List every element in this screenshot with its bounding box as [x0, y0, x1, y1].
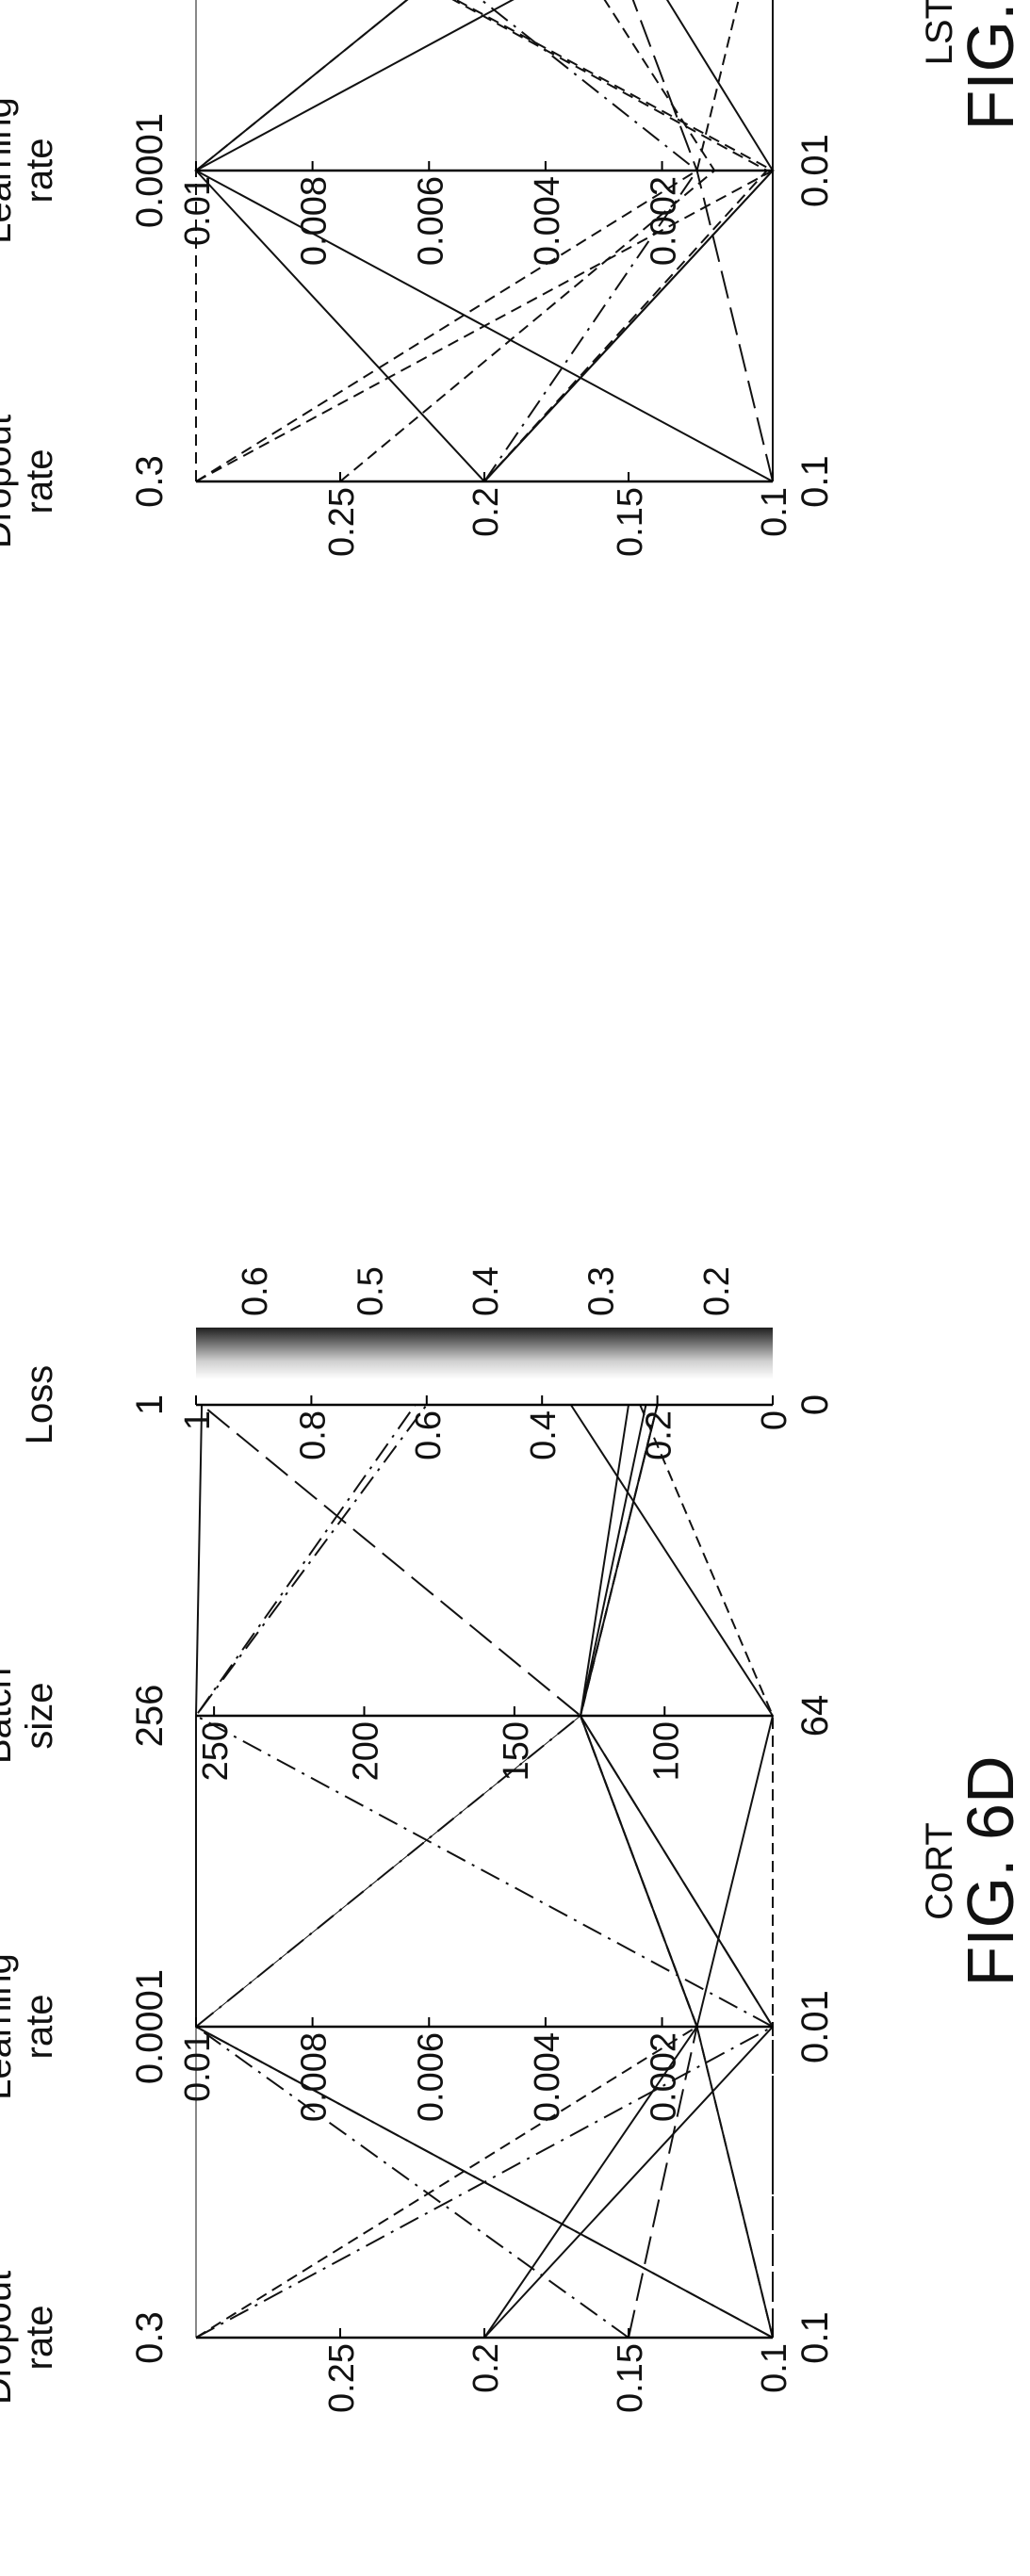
axis-tick-label: 0.004: [528, 176, 567, 266]
axis-tick-label: 0.2: [640, 1410, 679, 1460]
data-line: [579, 1404, 774, 2339]
data-line: [194, 1404, 776, 2339]
axis-title: rate: [19, 139, 60, 204]
data-line: [483, 1404, 775, 2339]
axis-title: size: [19, 1682, 60, 1749]
colorbar-tick-label: 0.2: [697, 1266, 737, 1316]
axis-tick-label: 0.008: [295, 2032, 335, 2122]
axis-tick-label: 0: [755, 1410, 794, 1430]
axis-title: Learning: [0, 1953, 19, 2100]
figure-label: FIG. 6C: [954, 0, 1027, 131]
axis-title: Dropout: [0, 2271, 19, 2405]
data-line: [639, 1404, 774, 2338]
data-line: [302, 0, 698, 482]
axis-title: Batch: [0, 1668, 19, 1764]
axis-end-label: 0.1: [794, 2311, 836, 2364]
axis-tick-label: 0.2: [466, 487, 506, 537]
axis-end-label: 0.01: [794, 134, 836, 207]
colorbar-tick-label: 0.3: [581, 1266, 621, 1316]
axis-tick-label: 0.1: [755, 2343, 794, 2393]
axis-title: Dropout: [0, 415, 19, 548]
colorbar-tick-label: 0.5: [352, 1266, 391, 1316]
data-line: [679, 0, 774, 481]
axis-tick-label: 0.25: [322, 487, 362, 557]
data-line: [339, 0, 716, 482]
axis-tick-label: 0.002: [645, 176, 684, 266]
colorbar-tick-label: 0.4: [466, 1266, 506, 1316]
colorbar-tick-label: 0.6: [236, 1266, 275, 1316]
data-line: [194, 0, 769, 482]
data-line: [195, 0, 774, 482]
axis-title: rate: [19, 449, 60, 514]
axis-tick-label: 250: [196, 1721, 236, 1781]
axis-tick-label: 0.006: [411, 2032, 450, 2122]
data-line: [579, 0, 774, 482]
data-line: [194, 1404, 774, 2339]
axis-end-label: 0.0001: [129, 1969, 171, 2084]
axis-title: rate: [19, 1995, 60, 2060]
data-line: [195, 1404, 629, 2339]
colorbar: [196, 1328, 773, 1379]
axis-end-label: 0.3: [129, 2311, 171, 2364]
data-line: [483, 1404, 775, 2339]
axis-tick-label: 0.01: [178, 2032, 218, 2102]
axis-title: Learning: [0, 97, 19, 244]
axis-tick-label: 0.008: [295, 176, 335, 266]
axis-tick-label: 0.6: [409, 1410, 449, 1460]
axis-tick-label: 0.01: [178, 176, 218, 246]
axis-end-label: 0.01: [794, 1990, 836, 2063]
axis-end-label: 0.3: [129, 455, 171, 508]
model-label: LSTM: [919, 0, 960, 65]
axis-tick-label: 0.002: [645, 2032, 684, 2122]
axis-tick-label: 0.15: [611, 487, 650, 557]
axis-tick-label: 0.004: [528, 2032, 567, 2122]
model-label: CoRT: [919, 1822, 960, 1920]
axis-tick-label: 0.15: [611, 2343, 650, 2413]
axis-end-label: 0: [794, 1394, 836, 1415]
axis-tick-label: 0.8: [293, 1410, 333, 1460]
data-line: [194, 0, 776, 482]
axis-tick-label: 0.25: [322, 2343, 362, 2413]
axis-end-label: 1: [129, 1394, 171, 1415]
axis-tick-label: 0.1: [755, 487, 794, 537]
data-line: [201, 1404, 774, 2338]
axis-tick-label: 0.006: [411, 176, 450, 266]
data-line: [194, 0, 670, 482]
axis-end-label: 256: [129, 1685, 171, 1748]
axis-tick-label: 0.2: [466, 2343, 506, 2393]
axis-tick-label: 200: [347, 1721, 386, 1781]
axis-tick-label: 150: [497, 1721, 536, 1781]
data-line: [195, 0, 775, 482]
data-line: [193, 0, 775, 482]
axis-tick-label: 0.4: [524, 1410, 564, 1460]
figure-label: FIG. 6D: [954, 1755, 1027, 1986]
axis-end-label: 0.1: [794, 455, 836, 508]
data-line: [674, 0, 774, 481]
data-line: [483, 0, 775, 482]
axis-title: rate: [19, 2306, 60, 2371]
data-line: [195, 1404, 659, 2338]
data-line: [579, 1404, 698, 2339]
axis-tick-label: 100: [646, 1721, 686, 1781]
axis-end-label: 64: [794, 1695, 836, 1737]
axis-tick-label: 1: [178, 1410, 218, 1430]
axis-end-label: 0.0001: [129, 113, 171, 228]
axis-title: Loss: [19, 1365, 60, 1445]
